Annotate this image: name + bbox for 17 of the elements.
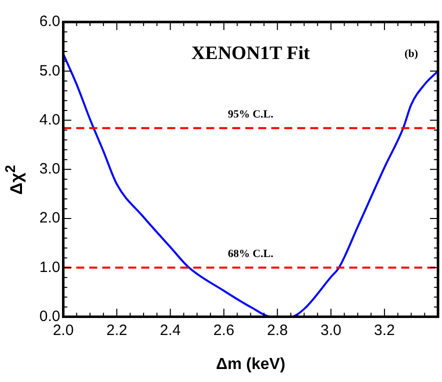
y-tick-label: 4.0 [39, 111, 60, 128]
y-tick-label: 5.0 [39, 62, 60, 80]
ref-line-label: 95% C.L. [228, 108, 274, 120]
y-tick-label: 1.0 [39, 258, 60, 276]
x-tick-label: 2.4 [160, 322, 181, 339]
x-tick-label: 2.2 [106, 322, 128, 339]
x-tick-label: 2.6 [213, 322, 234, 339]
y-tick-label: 3.0 [39, 160, 60, 178]
text: XENON1T Fit [191, 42, 310, 64]
y-tick-label: 6.0 [39, 13, 60, 30]
x-tick-label: 2.8 [266, 322, 288, 339]
annotation: (b) [404, 48, 418, 60]
x-axis-title: Δm (keV) [216, 356, 286, 373]
ref-line-label: 68% C.L. [228, 248, 274, 260]
x-tick-label: 3.2 [374, 322, 395, 339]
x-tick-label: 3.0 [320, 322, 342, 339]
y-tick-label: 2.0 [39, 210, 60, 227]
